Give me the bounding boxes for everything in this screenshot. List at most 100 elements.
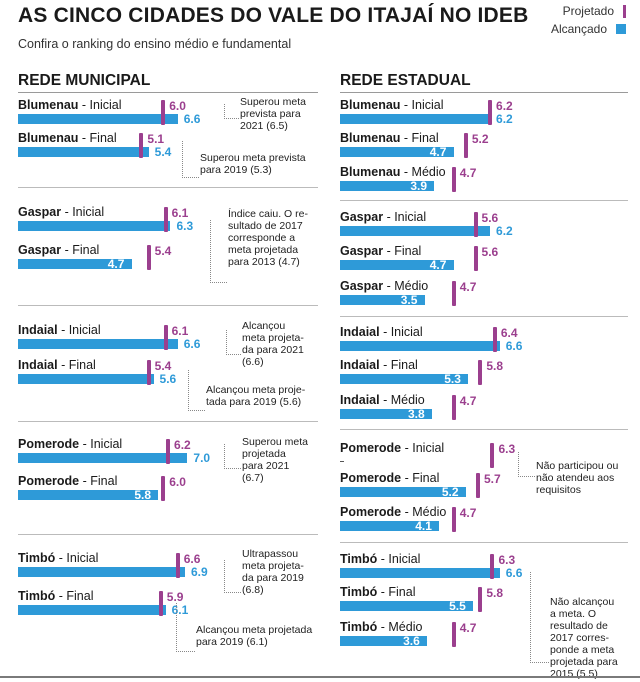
annotation-line: meta projetada	[228, 244, 299, 256]
annotation-line: (6.6)	[242, 356, 264, 368]
annotation-connector	[210, 220, 227, 283]
legend-achieved: Alcançado	[551, 22, 626, 36]
city-name: Pomerode	[340, 441, 402, 455]
row-label-estadual: Timbó - Inicial	[340, 552, 420, 566]
section-title-estadual: REDE ESTADUAL	[340, 72, 471, 89]
annotation-line: projetada	[242, 448, 286, 460]
tick-projected	[478, 360, 483, 385]
group-separator	[18, 187, 318, 188]
value-achieved: 3.8	[407, 407, 425, 421]
annotation-line: da para 2021	[242, 344, 304, 356]
tick-projected	[451, 281, 456, 306]
row-label-estadual: Gaspar - Inicial	[340, 210, 426, 224]
annotation-line: projetada para	[550, 656, 618, 668]
group-separator	[18, 534, 318, 535]
row-label-estadual: Gaspar - Final	[340, 244, 421, 258]
row-label-estadual: Pomerode - Inicial	[340, 441, 444, 455]
city-name: Blumenau	[18, 98, 79, 112]
value-achieved: 3.5	[400, 293, 418, 307]
tick-projected	[451, 507, 456, 532]
row-label-estadual: Pomerode - Médio	[340, 505, 446, 519]
chart-title: AS CINCO CIDADES DO VALE DO ITAJAÍ NO ID…	[18, 4, 529, 27]
annotation-note: Superou meta projetada para 2021 (6.7)	[242, 436, 308, 484]
level-name: - Inicial	[61, 205, 105, 219]
annotation-line: tada para 2019 (5.6)	[206, 396, 302, 408]
value-achieved: 4.1	[415, 519, 432, 533]
level-name: - Inicial	[401, 441, 445, 455]
row-label-estadual: Indaial - Médio	[340, 393, 425, 407]
bar-achieved	[340, 487, 466, 497]
value-achieved: 5.5	[449, 599, 466, 613]
value-achieved: 6.2	[496, 224, 513, 238]
annotation-line: da para 2019	[242, 572, 304, 584]
bar-achieved	[18, 339, 178, 349]
annotation-note: Não participou ou não atendeu aos requisit…	[536, 460, 618, 496]
value-projected: 6.2	[496, 99, 513, 113]
annotation-line: 2021 (6.5)	[240, 120, 288, 132]
annotation-note: Índice caiu. O re-sultado de 2017 corresp…	[228, 208, 308, 268]
city-name: Gaspar	[18, 205, 62, 219]
tick-projected	[166, 439, 171, 464]
bar-achieved	[18, 490, 159, 500]
tick-projected	[475, 473, 480, 498]
value-projected: 6.3	[498, 553, 516, 567]
annotation-line: a meta. O	[550, 608, 597, 620]
row-label-municipal: Gaspar - Inicial	[18, 205, 104, 219]
annotation-line: Superou meta	[240, 96, 306, 108]
value-achieved: 6.1	[171, 603, 189, 617]
bar-achieved-missing	[340, 461, 344, 462]
tick-projected	[492, 327, 497, 352]
bar-achieved	[340, 181, 435, 191]
annotation-connector	[182, 141, 199, 178]
row-label-municipal: Blumenau - Inicial	[18, 98, 122, 112]
city-name: Indaial	[340, 358, 380, 372]
bar-achieved	[340, 601, 474, 611]
group-separator	[340, 429, 628, 430]
annotation-line: (6.8)	[242, 584, 264, 596]
value-achieved: 6.6	[505, 566, 523, 580]
tick-projected	[175, 553, 180, 578]
annotation-connector	[518, 452, 535, 477]
row-label-municipal: Pomerode - Final	[18, 474, 117, 488]
level-name: - Médio	[400, 165, 446, 179]
level-name: - Final	[79, 474, 118, 488]
bar-achieved	[18, 221, 171, 231]
value-projected: 6.0	[169, 475, 186, 489]
chart-subtitle: Confira o ranking do ensino médio e fund…	[18, 37, 292, 51]
annotation-connector	[530, 572, 549, 663]
annotation-line: não atendeu aos	[536, 472, 615, 484]
value-projected: 5.7	[483, 472, 501, 486]
city-name: Gaspar	[340, 244, 384, 258]
value-achieved: 6.6	[183, 112, 201, 126]
level-name: - Médio	[377, 620, 423, 634]
bar-achieved	[18, 567, 185, 577]
row-label-estadual: Blumenau - Inicial	[340, 98, 444, 112]
row-label-estadual: Timbó - Médio	[340, 620, 422, 634]
group-separator	[340, 316, 628, 317]
city-name: Blumenau	[340, 98, 401, 112]
value-achieved: 7.0	[193, 451, 211, 465]
row-label-estadual: Indaial - Inicial	[340, 325, 423, 339]
value-projected: 5.9	[166, 590, 184, 604]
group-separator	[340, 542, 628, 543]
level-name: - Médio	[379, 393, 425, 407]
level-name: - Final	[61, 243, 100, 257]
annotation-line: para 2013 (4.7)	[228, 256, 300, 268]
value-projected: 6.0	[169, 99, 186, 113]
value-projected: 5.1	[147, 132, 165, 146]
city-name: Gaspar	[340, 279, 384, 293]
bar-achieved	[18, 453, 188, 463]
bar-achieved	[18, 374, 154, 384]
level-name: - Final	[379, 358, 418, 372]
tick-projected	[451, 167, 456, 192]
city-name: Indaial	[18, 358, 58, 372]
value-achieved: 6.6	[505, 339, 523, 353]
value-achieved: 3.6	[403, 634, 420, 648]
level-name: - Final	[78, 131, 117, 145]
value-achieved: 4.7	[107, 257, 125, 271]
annotation-line: Não participou ou	[536, 460, 619, 472]
section-rule-municipal	[18, 92, 318, 93]
city-name: Timbó	[340, 552, 378, 566]
tick-projected	[158, 591, 163, 616]
